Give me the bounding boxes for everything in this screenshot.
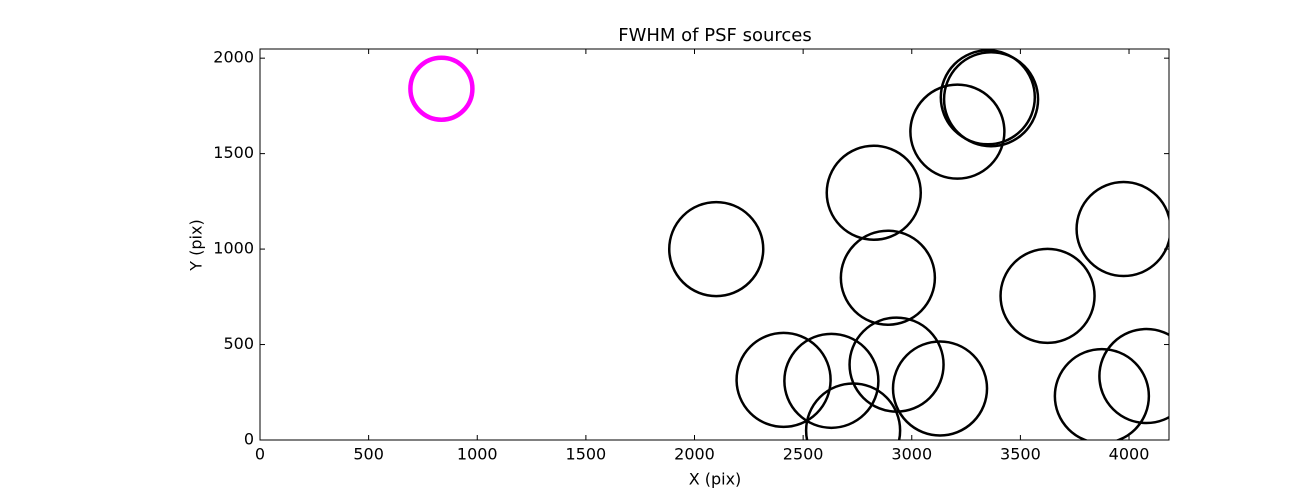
source-circle [891, 340, 989, 437]
x-tick-label: 1000 [457, 445, 498, 464]
x-tick-label: 3000 [891, 445, 932, 464]
y-tick-label: 2000 [213, 48, 254, 67]
source-circle [1053, 347, 1151, 440]
y-tick-label: 500 [223, 334, 254, 353]
source-circle [848, 316, 945, 413]
source-circle [1098, 327, 1169, 425]
y-tick-label: 1000 [213, 239, 254, 258]
source-circle [667, 200, 765, 298]
y-tick-label: 1500 [213, 143, 254, 162]
source-circle [939, 49, 1037, 146]
y-axis-label: Y (pix) [187, 219, 206, 271]
x-tick-label: 3500 [1000, 445, 1041, 464]
source-circle [1075, 180, 1169, 278]
plot-area [408, 49, 1169, 440]
source-circle [839, 229, 937, 326]
source-circle [909, 83, 1006, 180]
chart-title: FWHM of PSF sources [618, 25, 812, 46]
source-circle [735, 331, 832, 429]
x-tick-label: 0 [255, 445, 265, 464]
source-circle [408, 55, 475, 122]
x-tick-label: 1500 [566, 445, 607, 464]
x-tick-label: 2000 [674, 445, 715, 464]
x-tick-label: 4000 [1109, 445, 1150, 464]
source-circle [942, 50, 1040, 148]
y-tick-label: 0 [244, 430, 254, 449]
x-tick-label: 500 [353, 445, 384, 464]
x-tick-label: 2500 [783, 445, 824, 464]
source-circle [825, 144, 922, 242]
source-circle [783, 332, 880, 430]
plot-frame [259, 48, 1170, 441]
x-axis-label: X (pix) [689, 470, 742, 489]
source-circle [999, 247, 1096, 345]
